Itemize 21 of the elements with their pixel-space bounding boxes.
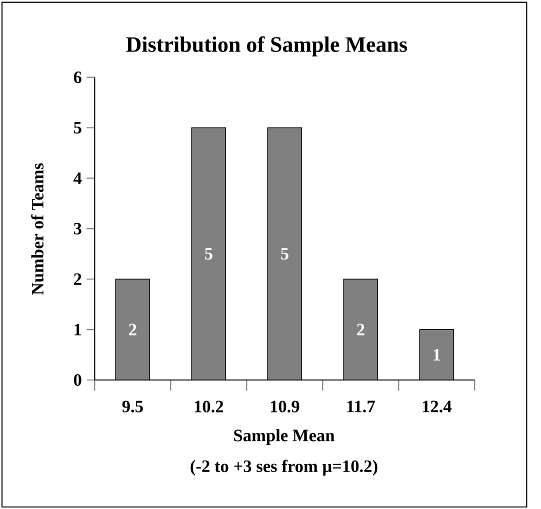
x-tick-label: 11.7 [347,400,375,412]
y-tick-label: 3 [74,222,82,234]
y-tick-label: 6 [74,72,82,84]
y-tick-label: 2 [74,273,82,285]
y-tick-label: 4 [74,172,82,184]
data-label: 2 [357,324,364,336]
data-label: 5 [281,248,288,260]
y-tick-label: 5 [74,122,82,134]
x-tick-label: 10.2 [194,400,224,412]
text: (-2 to +3 ses from μ=10.2) [190,460,378,476]
x-tick-label: 9.5 [122,400,143,412]
data-label: 1 [434,349,440,360]
chart-title: Distribution of Sample Means [126,36,408,56]
y-tick-label: 1 [74,324,82,336]
data-label: 5 [205,248,212,260]
data-label: 2 [129,324,136,336]
x-tick-label: 12.4 [422,400,452,412]
y-tick-label: 0 [74,374,82,386]
x-axis-title: Sample Mean [234,429,335,445]
x-tick-label: 10.9 [270,400,300,412]
y-axis-title: Number of Teams [31,163,44,295]
